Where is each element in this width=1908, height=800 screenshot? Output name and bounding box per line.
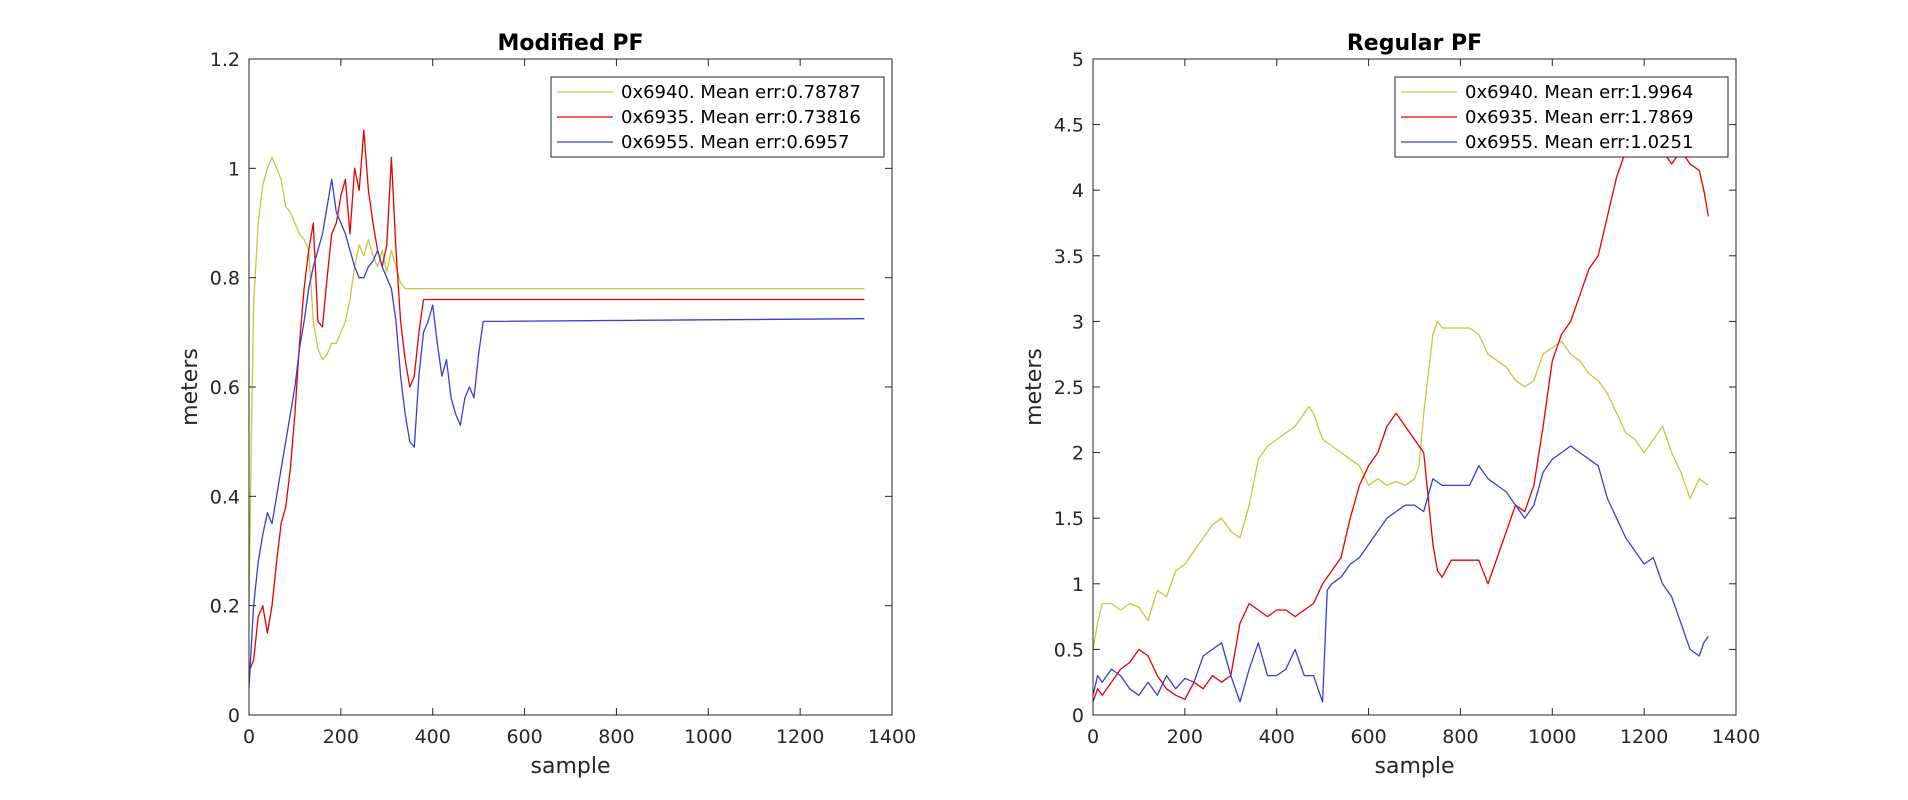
y-tick-label: 4.5	[1054, 115, 1084, 137]
x-tick-label: 1400	[868, 726, 916, 748]
y-tick-label: 0.6	[210, 377, 240, 399]
series-line-3	[249, 178, 865, 688]
y-tick-label: 0.5	[1054, 639, 1084, 661]
legend: 0x6940. Mean err:1.9964 0x6935. Mean err:…	[1394, 76, 1729, 158]
y-tick-label: 5	[1072, 49, 1084, 71]
x-tick-label: 1400	[1712, 726, 1760, 748]
y-tick-label: 4	[1072, 180, 1084, 202]
legend-entry-2: 0x6935. Mean err:1.7869	[1465, 107, 1693, 128]
series-group	[1093, 123, 1710, 703]
series-line-2	[1093, 123, 1710, 703]
chart-1: 0 200 400 600 800 1000 1200 1400 0 0.2 0.4 0.6 0.8 1 1…	[178, 31, 916, 779]
y-tick-label: 0.4	[210, 486, 240, 508]
x-tick-label: 1200	[1620, 726, 1668, 748]
y-axis-label: meters	[178, 348, 203, 426]
series-line-1	[249, 156, 865, 606]
y-tick-label: 3	[1072, 311, 1084, 333]
x-tick-label: 400	[415, 726, 451, 748]
x-tick-label: 200	[323, 726, 359, 748]
series-line-1	[1093, 320, 1709, 650]
y-tick-label: 0.2	[210, 596, 240, 618]
y-tick-label: 3.5	[1054, 246, 1084, 268]
legend-entry-1: 0x6940. Mean err:0.78787	[621, 82, 861, 103]
x-tick-label: 0	[1087, 726, 1099, 748]
plot-area	[1093, 59, 1736, 715]
chart-2: 0 200 400 600 800 1000 1200 1400 0 0.5 1 1.5 2 2.5 3 3.…	[1022, 31, 1760, 779]
x-tick-label: 800	[1442, 726, 1478, 748]
y-tick-label: 2.5	[1054, 377, 1084, 399]
x-tick-label: 800	[598, 726, 634, 748]
legend-entry-2: 0x6935. Mean err:0.73816	[621, 107, 861, 128]
x-tick-label: 1200	[776, 726, 824, 748]
y-tick-label: 1.2	[210, 49, 240, 71]
y-tick-label: 1	[228, 158, 240, 180]
x-tick-label: 0	[243, 726, 255, 748]
axes-box	[248, 58, 893, 716]
legend-entry-1: 0x6940. Mean err:1.9964	[1465, 82, 1693, 103]
chart-title: Regular PF	[1347, 31, 1482, 56]
x-tick-label: 600	[1350, 726, 1386, 748]
series-line-3	[1093, 445, 1709, 703]
x-tick-label: 400	[1259, 726, 1295, 748]
plot-area	[249, 59, 892, 715]
series-line-2	[249, 129, 865, 672]
legend-entry-3: 0x6955. Mean err:1.0251	[1465, 132, 1693, 153]
y-tick-label: 0	[228, 705, 240, 727]
x-tick-label: 1000	[1528, 726, 1576, 748]
y-tick-label: 1	[1072, 574, 1084, 596]
legend-entry-3: 0x6955. Mean err:0.6957	[621, 132, 849, 153]
x-tick-label: 600	[506, 726, 542, 748]
x-axis-label: sample	[531, 754, 611, 779]
series-group	[249, 129, 865, 688]
chart-title: Modified PF	[497, 31, 643, 56]
x-axis-label: sample	[1375, 754, 1455, 779]
y-tick-label: 2	[1072, 443, 1084, 465]
axes-box	[1092, 58, 1737, 716]
y-tick-label: 0	[1072, 705, 1084, 727]
x-tick-label: 1000	[684, 726, 732, 748]
y-axis-label: meters	[1022, 348, 1047, 426]
x-tick-label: 200	[1167, 726, 1203, 748]
y-tick-label: 0.8	[210, 268, 240, 290]
plots: 0 200 400 600 800 1000 1200 140000.20.40.60.811…	[178, 31, 1760, 779]
legend: 0x6940. Mean err:0.78787 0x6935. Mean err…	[550, 76, 885, 158]
y-tick-label: 1.5	[1054, 508, 1084, 530]
